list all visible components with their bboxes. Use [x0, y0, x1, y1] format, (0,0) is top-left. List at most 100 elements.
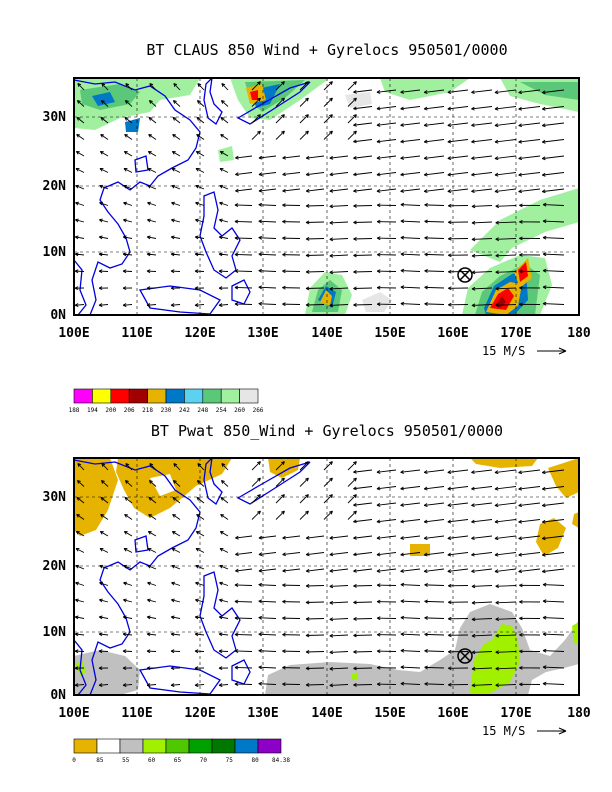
- top-wind-arrow-110: [195, 168, 205, 173]
- bottom-wind-arrow-69: [220, 513, 229, 520]
- bottom-wind-arrow-219: [282, 632, 301, 637]
- top-wind-arrow-32: [347, 97, 357, 107]
- top-wind-arrow-282: [282, 302, 301, 307]
- top-wind-arrow-24: [148, 99, 157, 107]
- top-wind-arrow-179: [329, 220, 349, 225]
- bottom-wind-arrow-124: [518, 552, 541, 557]
- top-x-tick-100E: 100E: [58, 326, 89, 341]
- top-wind-arrow-147: [75, 201, 85, 206]
- top-wind-arrow-117: [353, 172, 373, 177]
- bottom-wind-arrow-86: [123, 530, 133, 537]
- top-wind-arrow-75: [353, 139, 373, 144]
- top-x-tick-170E: 170E: [500, 326, 531, 341]
- top-wind-arrow-217: [234, 252, 253, 257]
- top-wind-arrow-172: [171, 218, 181, 223]
- top-wind-arrow-173: [195, 218, 205, 223]
- bottom-colorbar-swatch-0: [73, 738, 98, 754]
- bottom-wind-arrow-95: [329, 535, 349, 540]
- top-wind-arrow-165: [495, 204, 517, 209]
- top-wind-arrow-73: [323, 130, 333, 140]
- bottom-wind-arrow-27: [220, 479, 229, 487]
- bottom-wind-arrow-284: [329, 683, 349, 688]
- bottom-wind-arrow-63: [76, 513, 85, 520]
- top-wind-arrow-148: [99, 201, 109, 206]
- top-wind-arrow-129: [147, 184, 157, 190]
- top-gridlines: [74, 78, 579, 315]
- top-title: BT CLAUS 850 Wind + Gyrelocs 950501/0000: [146, 41, 507, 59]
- bottom-wind-arrow-45: [148, 496, 157, 504]
- bottom-wind-arrow-19: [518, 469, 541, 475]
- top-wind-arrow-2: [125, 83, 133, 91]
- bottom-wind-arrow-160: [376, 583, 397, 588]
- top-wind-arrow-236: [194, 269, 205, 274]
- top-wind-arrow-229: [519, 252, 541, 257]
- top-wind-arrow-65: [124, 133, 133, 140]
- top-wind-arrow-141: [423, 188, 445, 193]
- top-wind-arrow-61: [518, 122, 541, 128]
- bottom-wind-arrow-102: [494, 535, 517, 541]
- bottom-wind-arrow-0: [77, 463, 85, 471]
- bottom-wind-arrow-168: [75, 598, 85, 603]
- top-wind-arrow-13: [376, 89, 397, 94]
- top-wind-arrow-293: [542, 301, 565, 306]
- bottom-wind-arrow-126: [75, 564, 85, 570]
- bottom-wind-arrow-105: [75, 548, 85, 553]
- bottom-coastlines: [74, 458, 311, 695]
- bottom-wind-arrow-244: [376, 649, 397, 654]
- top-wind-arrow-57: [423, 122, 445, 127]
- top-wind-arrow-47: [196, 116, 205, 124]
- top-map-panel: BT CLAUS 850 Wind + Gyrelocs 950501/0000: [43, 41, 591, 414]
- bottom-wind-arrow-1: [101, 463, 109, 471]
- top-wind-arrow-128: [123, 184, 133, 190]
- bottom-wind-arrow-170: [123, 598, 133, 603]
- top-wind-arrow-9: [299, 81, 309, 91]
- bottom-wind-arrow-106: [99, 548, 109, 553]
- bottom-wind-arrow-240: [282, 649, 301, 654]
- top-wind-arrow-138: [353, 188, 373, 193]
- bottom-wind-arrow-179: [329, 600, 349, 605]
- bottom-scale-label: 15 M/S: [482, 724, 525, 738]
- bottom-x-tick-150E: 150E: [374, 706, 405, 721]
- bottom-wind-arrow-264: [353, 666, 373, 671]
- top-wind-arrow-264: [353, 286, 373, 291]
- bottom-wind-arrow-34: [376, 486, 397, 491]
- top-wind-arrow-222: [353, 253, 373, 258]
- bottom-wind-arrow-250: [519, 649, 541, 654]
- bottom-map-panel: BT Pwat 850_Wind + Gyrelocs 950501/0000: [43, 422, 591, 764]
- top-wind-arrow-158: [329, 204, 349, 209]
- top-wind-arrow-230: [542, 252, 565, 257]
- bottom-wind-arrow-265: [376, 665, 397, 670]
- top-wind-arrow-176: [258, 219, 277, 224]
- top-wind-arrow-92: [258, 155, 277, 160]
- top-wind-arrow-4: [173, 83, 181, 91]
- bottom-wind-arrow-196: [234, 616, 253, 620]
- top-wind-arrow-108: [147, 168, 157, 173]
- bottom-wind-arrow-149: [123, 581, 133, 586]
- top-wind-arrow-111: [219, 168, 229, 173]
- bottom-wind-arrow-52: [323, 494, 333, 504]
- bottom-x-tick-100E: 100E: [58, 706, 89, 721]
- top-wind-arrow-69: [220, 133, 229, 140]
- top-wind-arrow-41: [541, 106, 565, 111]
- bottom-wind-arrow-94: [305, 535, 325, 540]
- bottom-y-tick-30N: 30N: [43, 490, 67, 505]
- bottom-wind-arrow-56: [400, 502, 421, 507]
- top-wind-arrow-278: [194, 303, 205, 307]
- bottom-wind-arrow-75: [353, 519, 373, 524]
- top-wind-arrow-78: [423, 139, 445, 144]
- bottom-wind-arrow-66: [148, 513, 157, 520]
- bottom-wind-arrow-33: [353, 486, 373, 491]
- top-wind-arrow-257: [194, 286, 205, 291]
- bottom-wind-arrow-112: [235, 552, 253, 557]
- bottom-colorbar-label-1: 85: [96, 757, 104, 764]
- bottom-wind-arrow-220: [305, 633, 325, 638]
- bottom-wind-arrow-181: [376, 599, 397, 604]
- top-wind-arrow-285: [353, 302, 373, 307]
- top-wind-arrow-60: [494, 122, 517, 128]
- top-colorbar-swatch-6: [184, 388, 204, 404]
- top-wind-arrow-279: [218, 303, 229, 307]
- bottom-wind-arrow-136: [305, 568, 325, 573]
- bottom-wind-arrow-71: [275, 510, 285, 520]
- bottom-wind-arrow-103: [518, 535, 541, 541]
- top-wind-arrow-43: [100, 116, 109, 124]
